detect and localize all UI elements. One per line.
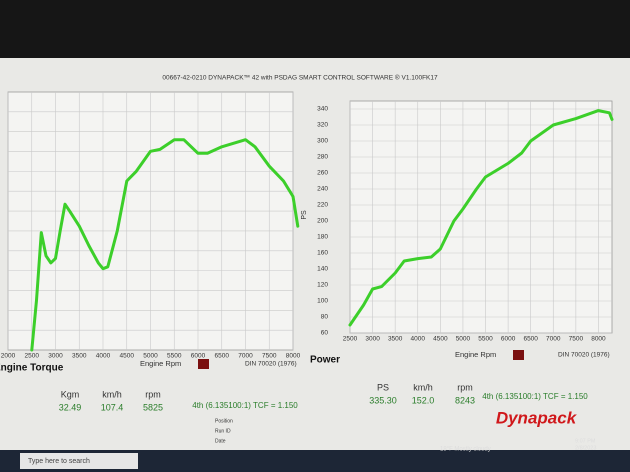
rpm-selector[interactable]	[198, 359, 209, 369]
x-tick-label: 5500	[167, 353, 182, 360]
x-tick-label: 6000	[501, 336, 516, 343]
readout-value: 152.0	[412, 395, 435, 405]
y-tick-label: 160	[317, 250, 328, 257]
y-tick-label: 240	[317, 186, 328, 193]
plot-area	[349, 100, 613, 334]
x-tick-label: 6000	[191, 353, 206, 360]
chart-title: Engine Torque	[0, 363, 64, 374]
x-tick-label: 2000	[1, 353, 16, 360]
form-label: Position	[215, 418, 233, 424]
x-tick-label: 7500	[569, 336, 584, 343]
x-tick-label: 7000	[238, 353, 253, 360]
clock-date: 2/8/2023	[575, 445, 596, 451]
curve	[30, 138, 300, 352]
y-tick-label: 80	[321, 314, 329, 321]
readout-value: 107.4	[101, 402, 124, 412]
x-tick-label: 4000	[411, 336, 426, 343]
x-tick-label: 6500	[215, 353, 230, 360]
readout-header: km/h	[102, 389, 122, 399]
x-tick-label: 4500	[433, 336, 448, 343]
y-tick-label: 140	[317, 266, 328, 273]
x-tick-label: 3000	[365, 336, 380, 343]
y-tick-label: 280	[317, 154, 328, 161]
x-tick-label: 7000	[546, 336, 561, 343]
curve	[348, 109, 614, 327]
gear-info: 4th (6.135100:1) TCF = 1.150	[192, 401, 298, 410]
y-tick-label: 100	[317, 298, 328, 305]
readout-header: rpm	[145, 389, 161, 399]
bezel	[0, 0, 630, 62]
readout-value: 335.30	[369, 395, 397, 405]
window-title: 00667-42-0210 DYNAPACK™ 42 with PSDAG SM…	[162, 74, 438, 82]
rpm-selector[interactable]	[513, 350, 524, 360]
x-axis-label: Engine Rpm	[140, 359, 181, 368]
x-tick-label: 5500	[478, 336, 493, 343]
y-tick-label: 320	[317, 122, 328, 129]
x-tick-label: 3000	[48, 353, 63, 360]
y-tick-label: 300	[317, 138, 328, 145]
y-tick-label: 200	[317, 218, 328, 225]
axis-note: DIN 70020 (1976)	[558, 352, 610, 359]
readout-header: km/h	[413, 382, 433, 392]
x-tick-label: 3500	[388, 336, 403, 343]
y-tick-label: 340	[317, 106, 328, 113]
search-placeholder[interactable]: Type here to search	[28, 458, 90, 465]
x-tick-label: 3500	[72, 353, 87, 360]
y-tick-label: 180	[317, 234, 328, 241]
chart-title: Power	[310, 355, 340, 366]
x-tick-label: 8000	[286, 353, 301, 360]
x-tick-label: 6500	[523, 336, 538, 343]
taskbar	[0, 450, 630, 472]
x-tick-label: 2500	[25, 353, 40, 360]
x-tick-label: 4500	[120, 353, 135, 360]
weather: 18°F Mostly cloudy	[440, 447, 491, 453]
x-tick-label: 5000	[143, 353, 158, 360]
gear-info: 4th (6.135100:1) TCF = 1.150	[482, 392, 588, 401]
form-label: Run ID	[215, 428, 231, 434]
x-tick-label: 2500	[343, 336, 358, 343]
axis-note: DIN 70020 (1976)	[245, 361, 297, 368]
readout-header: Kgm	[61, 389, 80, 399]
y-axis-label: PS	[301, 210, 308, 220]
readout-value: 8243	[455, 395, 475, 405]
x-tick-label: 8000	[591, 336, 606, 343]
x-tick-label: 4000	[96, 353, 111, 360]
readout-header: rpm	[457, 382, 473, 392]
y-tick-label: 260	[317, 170, 328, 177]
clock-time: 9:07 PM	[575, 438, 596, 444]
x-tick-label: 5000	[456, 336, 471, 343]
form-label: Date	[215, 438, 226, 444]
readout-value: 32.49	[59, 402, 82, 412]
readout-header: PS	[377, 382, 389, 392]
x-axis-label: Engine Rpm	[455, 350, 496, 359]
search-box[interactable]	[20, 453, 138, 469]
y-tick-label: 60	[321, 330, 329, 337]
x-tick-label: 7500	[262, 353, 277, 360]
y-tick-label: 120	[317, 282, 328, 289]
readout-value: 5825	[143, 402, 163, 412]
y-tick-label: 220	[317, 202, 328, 209]
logo: Dynapack	[496, 408, 578, 427]
